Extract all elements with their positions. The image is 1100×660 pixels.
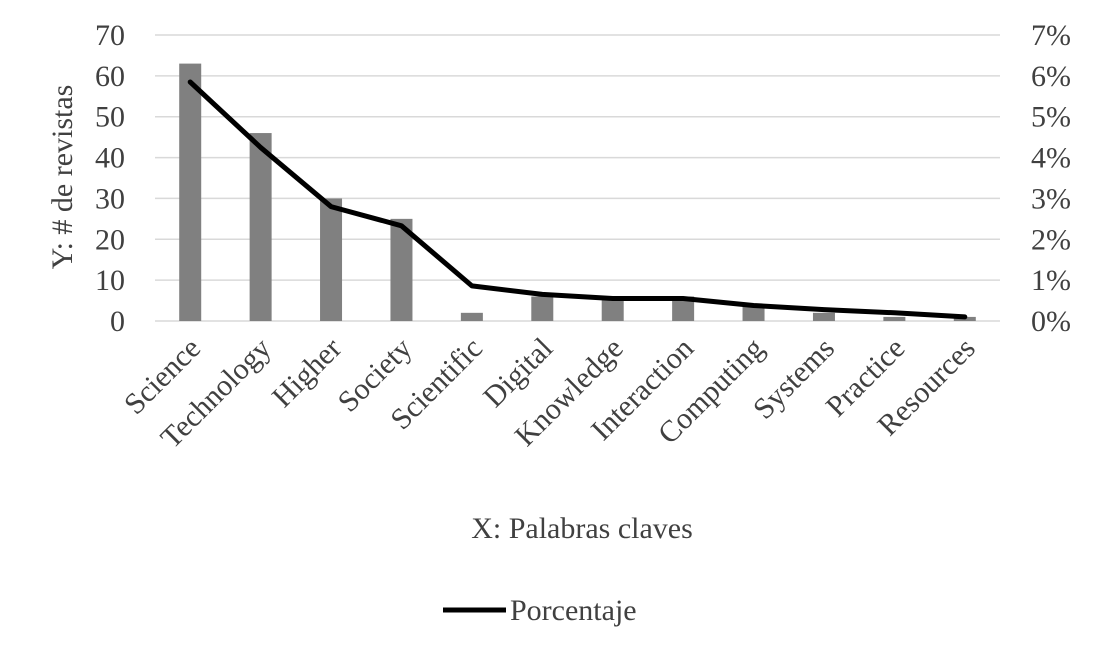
bar: [249, 133, 272, 321]
bar: [179, 63, 202, 321]
y-tick-label: 10: [95, 264, 125, 297]
y2-tick-label: 1%: [1031, 264, 1071, 297]
bar: [460, 312, 483, 321]
bar: [531, 296, 554, 321]
category-labels: ScienceTechnologyHigherSocietyScientific…: [118, 332, 982, 455]
left-axis-ticks: 0 10 20 30 40 50 60 70: [95, 19, 125, 338]
y2-tick-label: 5%: [1031, 101, 1071, 134]
y2-tick-label: 2%: [1031, 223, 1071, 256]
y-tick-label: 70: [95, 19, 125, 52]
y-tick-label: 30: [95, 182, 125, 215]
bar: [601, 296, 624, 321]
y-tick-label: 60: [95, 60, 125, 93]
y2-tick-label: 0%: [1031, 305, 1071, 338]
bar-series: [179, 63, 976, 321]
y2-tick-label: 7%: [1031, 19, 1071, 52]
gridlines: [155, 34, 1000, 322]
y-tick-label: 0: [110, 305, 125, 338]
y2-tick-label: 4%: [1031, 142, 1071, 175]
bar: [320, 198, 343, 321]
percentage-line: [187, 79, 968, 320]
y-tick-label: 50: [95, 101, 125, 134]
line-series: [187, 79, 968, 320]
legend-label: Porcentaje: [510, 594, 637, 627]
bar: [742, 304, 765, 321]
bar: [883, 316, 906, 321]
y2-tick-label: 3%: [1031, 182, 1071, 215]
y-tick-label: 20: [95, 223, 125, 256]
right-axis-ticks: 0% 1% 2% 3% 4% 5% 6% 7%: [1031, 19, 1071, 338]
y2-tick-label: 6%: [1031, 60, 1071, 93]
y-axis-title: Y: # de revistas: [46, 85, 79, 270]
x-tick-label: Higher: [266, 332, 348, 414]
y-tick-label: 40: [95, 142, 125, 175]
bar: [672, 296, 695, 321]
x-axis-title: X: Palabras claves: [471, 512, 693, 545]
legend: Porcentaje: [443, 594, 637, 627]
bar: [812, 312, 835, 321]
bar: [390, 218, 413, 321]
